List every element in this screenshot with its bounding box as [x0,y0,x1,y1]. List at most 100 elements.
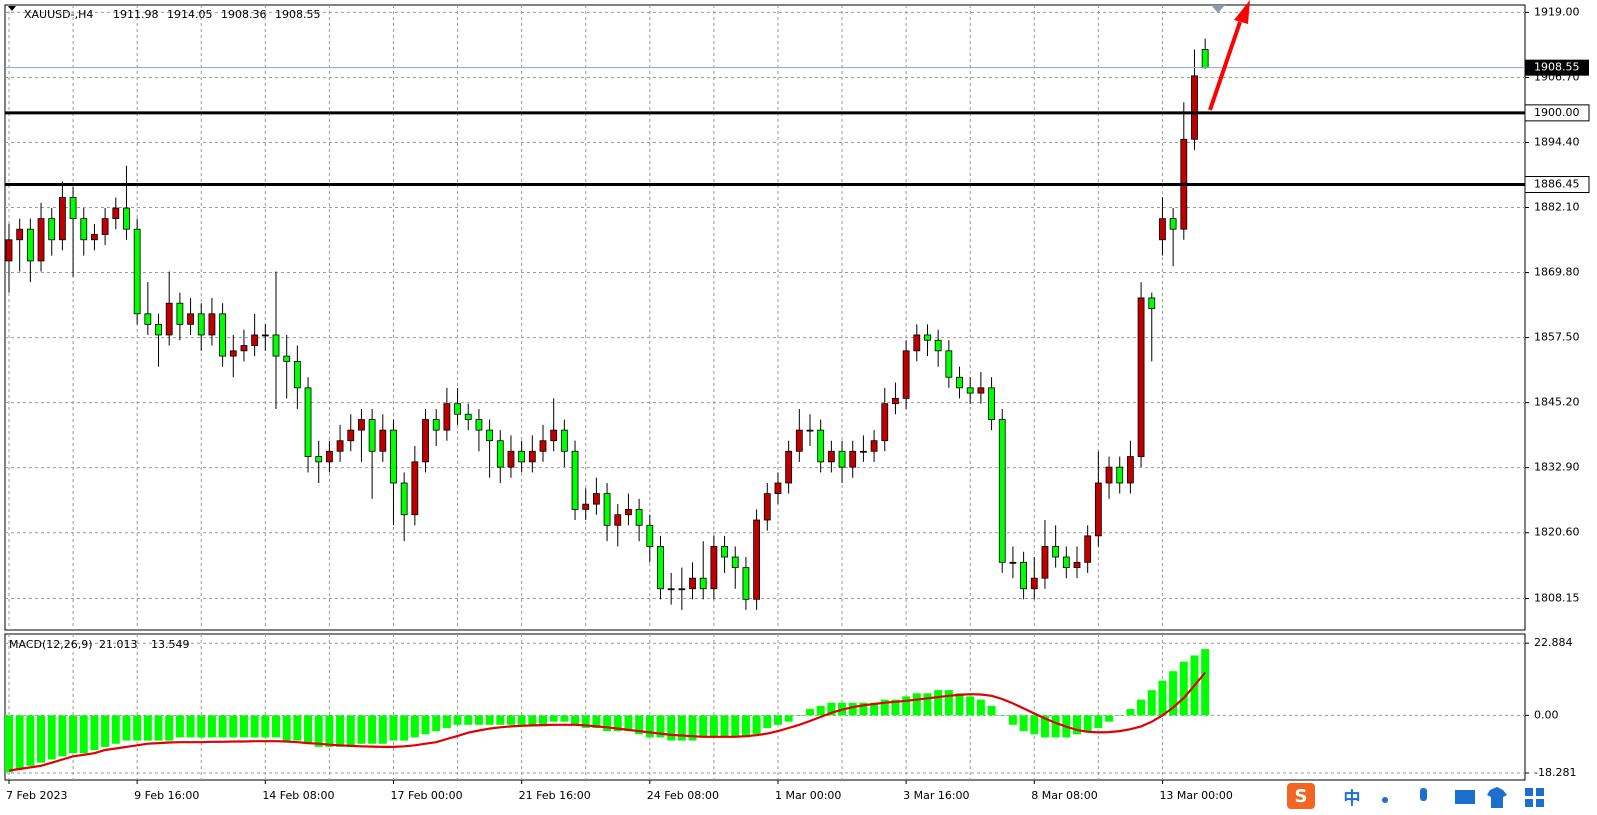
macd-title: MACD(12,26,9) [9,638,93,651]
candle-body [422,419,429,463]
current-price-label: 1908.55 [1534,61,1580,74]
candle-body [272,334,280,357]
macd-bar [79,715,88,754]
candle-body [390,429,397,484]
y-tick-label: 1882.10 [1534,201,1580,214]
macd-bar [592,715,601,728]
price-line-label: 1900.00 [1534,106,1580,119]
macd-bar [368,715,377,744]
candle-body [988,387,995,420]
y-tick-label: 22.884 [1534,636,1573,649]
macd-bar [966,696,975,716]
macd-bar [1169,671,1178,716]
macd-bar [528,715,537,725]
candle-body [689,577,696,590]
candle-body [678,588,686,591]
ime-menu[interactable] [1536,788,1544,796]
macd-bar [848,702,857,716]
macd-bar [165,715,174,741]
candle-body [155,323,162,336]
candle-body [518,450,526,463]
candle-body [219,313,227,357]
macd-bar [357,715,366,744]
macd-bar [474,715,483,725]
macd-bar [186,715,195,738]
ime-toolbar: S 中 [1287,783,1544,809]
macd-bar [154,715,163,741]
main-panel [4,4,1526,631]
candle-body [956,376,963,389]
candle-body [870,440,878,452]
ime-menu[interactable] [1536,799,1544,807]
macd-bar [400,715,409,741]
candle-body [325,450,333,463]
candle-body [838,450,846,468]
macd-bar [1083,715,1092,732]
plot-layer: 7 Feb 2023 9 Feb 16:00 14 Feb 08:00 17 Feb … [5,5,1590,802]
macd-bar [581,715,590,728]
candle-body [5,239,13,262]
arrow-head [1234,0,1250,24]
macd-bar [688,715,697,741]
macd-bar [635,715,644,735]
macd-bar [944,690,953,716]
macd-signal: 13.549 [151,638,190,651]
ime-logo[interactable] [1287,783,1315,809]
candle-body [358,419,365,431]
x-tick-label: 7 Feb 2023 [6,789,67,802]
y-tick-label: -18.281 [1534,766,1576,779]
candle-body [123,207,130,230]
collapse-icon [8,6,16,11]
candle-body [817,429,825,463]
macd-bar [912,693,921,716]
ime-skin[interactable] [1487,787,1507,808]
candle-body [924,334,931,341]
candle-body [176,302,184,325]
candle-body [710,546,718,590]
macd-bar [1094,715,1103,728]
candle-body [593,493,600,505]
ime-punct[interactable] [1382,797,1388,803]
candle-body [197,313,205,336]
ime-keyboard[interactable] [1455,790,1475,804]
macd-bar [272,715,280,738]
macd-bar [250,715,259,738]
candle-body [251,334,259,346]
macd-bar [207,715,216,738]
candle-body [1127,456,1134,484]
price-line-label-box [1524,176,1590,194]
candle-body [432,419,440,431]
candle-body [774,482,782,494]
macd-bar [1019,715,1028,732]
candle-body [1137,297,1145,457]
candle-body [1159,218,1166,241]
candle-body [977,387,985,394]
ime-menu[interactable] [1525,799,1533,807]
ime-mode[interactable]: 中 [1344,788,1361,809]
macd-bar [645,715,654,738]
x-tick-label: 17 Feb 00:00 [390,789,462,802]
macd-bar [1040,715,1049,738]
candle-body [1191,75,1198,140]
y-tick-label: 1894.40 [1534,135,1580,148]
candle-body [560,429,568,452]
macd-bar [891,699,900,716]
macd-bar [1201,649,1210,716]
ime-menu[interactable] [1525,788,1533,796]
candle-body [293,360,301,389]
y-tick-label: 1808.15 [1534,592,1580,605]
candle-body [496,440,504,468]
candle-body [304,387,312,457]
macd-bar [506,715,515,725]
ime-voice[interactable] [1420,788,1427,801]
macd-bar [870,702,879,716]
macd-bar [47,715,56,760]
candle-body [902,350,910,399]
macd-bar [603,715,612,732]
y-tick-label: 1820.60 [1534,526,1580,539]
y-tick-label: 1857.50 [1534,331,1580,344]
macd-bar [15,715,24,769]
macd-bar [69,715,78,754]
macd-bar [282,715,291,741]
